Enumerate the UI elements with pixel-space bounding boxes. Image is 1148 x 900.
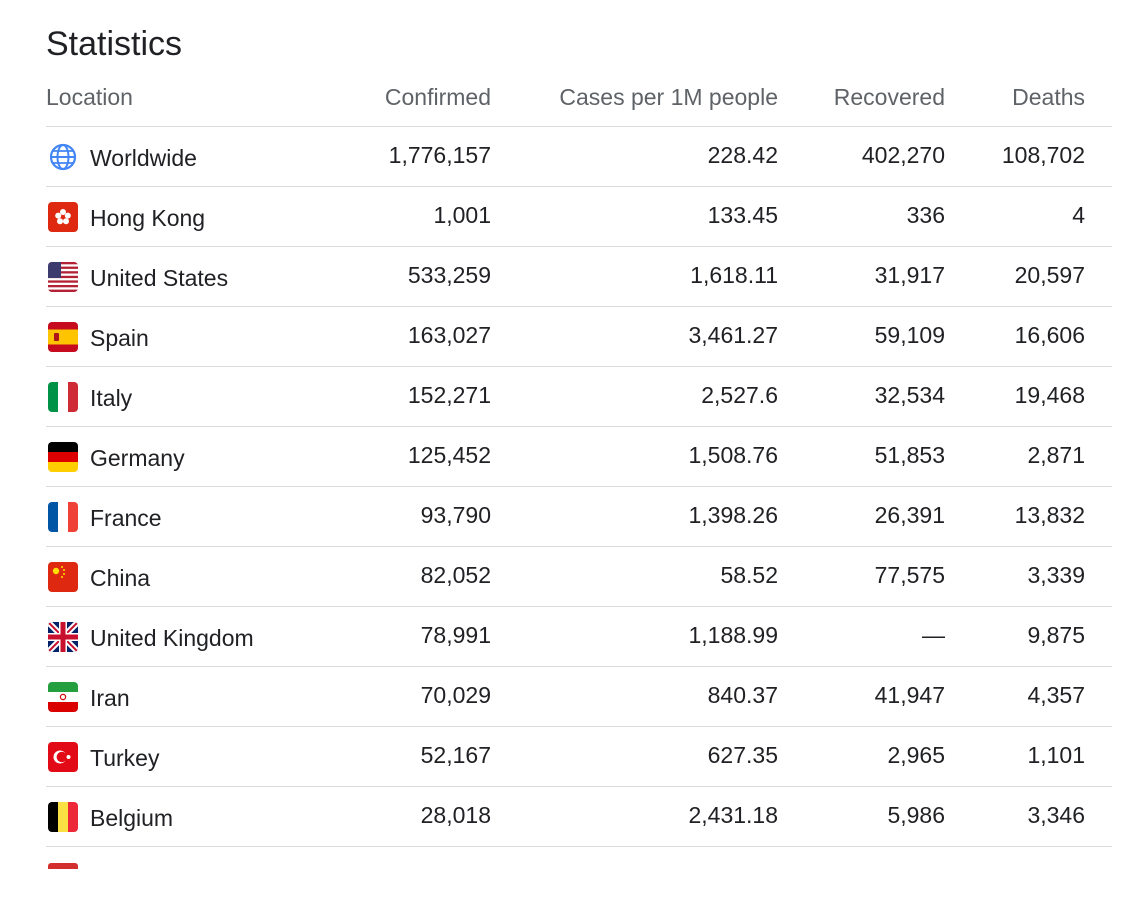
cases-per-1m-value: 2,527.6 xyxy=(701,382,778,408)
table-row-france[interactable]: France 93,790 1,398.26 26,391 13,832 xyxy=(46,487,1112,547)
column-header-location[interactable]: Location xyxy=(46,84,133,110)
column-header-deaths[interactable]: Deaths xyxy=(1012,84,1085,110)
united-kingdom-flag-icon xyxy=(48,622,78,652)
deaths-value: 2,871 xyxy=(1027,442,1085,468)
deaths-value: 1,101 xyxy=(1027,742,1085,768)
confirmed-value: 163,027 xyxy=(407,322,491,348)
location-name: France xyxy=(90,505,162,531)
cases-per-1m-value: 2,431.18 xyxy=(688,802,778,828)
table-row-china[interactable]: China 82,052 58.52 77,575 3,339 xyxy=(46,547,1112,607)
partial-flag-icon xyxy=(48,863,78,869)
table-row-italy[interactable]: Italy 152,271 2,527.6 32,534 19,468 xyxy=(46,367,1112,427)
recovered-value: 402,270 xyxy=(861,142,945,168)
cases-per-1m-value: 3,461.27 xyxy=(688,322,778,348)
table-row-spain[interactable]: Spain 163,027 3,461.27 59,109 16,606 xyxy=(46,307,1112,367)
cases-per-1m-value: 58.52 xyxy=(720,562,778,588)
cases-per-1m-value: 133.45 xyxy=(707,202,778,228)
recovered-value: 32,534 xyxy=(874,382,945,408)
france-flag-icon xyxy=(48,502,78,532)
recovered-value: 2,965 xyxy=(887,742,945,768)
confirmed-value: 1,001 xyxy=(433,202,491,228)
page-title: Statistics xyxy=(46,25,183,63)
location-name: United States xyxy=(90,265,229,291)
confirmed-value: 70,029 xyxy=(420,682,491,708)
location-name: China xyxy=(90,565,151,591)
iran-flag-icon xyxy=(48,682,78,712)
recovered-value: 26,391 xyxy=(874,502,945,528)
location-name: Italy xyxy=(90,385,133,411)
recovered-value: 59,109 xyxy=(874,322,945,348)
recovered-value: 336 xyxy=(906,202,945,228)
column-header-cases-per-1m[interactable]: Cases per 1M people xyxy=(559,84,778,110)
cases-per-1m-value: 228.42 xyxy=(707,142,778,168)
location-name: Worldwide xyxy=(90,145,197,171)
location-name: Turkey xyxy=(90,745,160,771)
cases-per-1m-value: 1,398.26 xyxy=(688,502,778,528)
location-name: Spain xyxy=(90,325,149,351)
table-header: Location Confirmed Cases per 1M people R… xyxy=(46,80,1112,127)
confirmed-value: 78,991 xyxy=(420,622,491,648)
cases-per-1m-value: 840.37 xyxy=(707,682,778,708)
table-row-worldwide[interactable]: Worldwide 1,776,157 228.42 402,270 108,7… xyxy=(46,127,1112,187)
recovered-value: 77,575 xyxy=(874,562,945,588)
confirmed-value: 52,167 xyxy=(420,742,491,768)
confirmed-value: 152,271 xyxy=(407,382,491,408)
germany-flag-icon xyxy=(48,442,78,472)
statistics-table: Worldwide 1,776,157 228.42 402,270 108,7… xyxy=(46,127,1112,847)
location-name: Hong Kong xyxy=(90,205,206,231)
recovered-value: 5,986 xyxy=(887,802,945,828)
table-row-belgium[interactable]: Belgium 28,018 2,431.18 5,986 3,346 xyxy=(46,787,1112,847)
recovered-value: 51,853 xyxy=(874,442,945,468)
location-name: Germany xyxy=(90,445,185,471)
table-row-turkey[interactable]: Turkey 52,167 627.35 2,965 1,101 xyxy=(46,727,1112,787)
confirmed-value: 1,776,157 xyxy=(388,142,491,168)
cases-per-1m-value: 627.35 xyxy=(707,742,778,768)
deaths-value: 4,357 xyxy=(1027,682,1085,708)
table-row-germany[interactable]: Germany 125,452 1,508.76 51,853 2,871 xyxy=(46,427,1112,487)
cases-per-1m-value: 1,508.76 xyxy=(688,442,778,468)
table-row-hong-kong[interactable]: Hong Kong 1,001 133.45 336 4 xyxy=(46,187,1112,247)
confirmed-value: 93,790 xyxy=(420,502,491,528)
deaths-value: 16,606 xyxy=(1014,322,1085,348)
location-name: Belgium xyxy=(90,805,174,831)
hong-kong-flag-icon xyxy=(48,202,78,232)
table-row-united-states[interactable]: United States 533,259 1,618.11 31,917 20… xyxy=(46,247,1112,307)
table-row-iran[interactable]: Iran 70,029 840.37 41,947 4,357 xyxy=(46,667,1112,727)
recovered-value: 31,917 xyxy=(874,262,945,288)
recovered-value: — xyxy=(922,622,945,648)
deaths-value: 3,339 xyxy=(1027,562,1085,588)
china-flag-icon xyxy=(48,562,78,592)
cases-per-1m-value: 1,188.99 xyxy=(688,622,778,648)
belgium-flag-icon xyxy=(48,802,78,832)
globe-icon xyxy=(48,142,78,172)
location-name: Iran xyxy=(90,685,130,711)
deaths-value: 20,597 xyxy=(1014,262,1085,288)
turkey-flag-icon xyxy=(48,742,78,772)
united-states-flag-icon xyxy=(48,262,78,292)
confirmed-value: 28,018 xyxy=(420,802,491,828)
deaths-value: 3,346 xyxy=(1027,802,1085,828)
confirmed-value: 82,052 xyxy=(420,562,491,588)
deaths-value: 4 xyxy=(1072,202,1085,228)
table-row-united-kingdom[interactable]: United Kingdom 78,991 1,188.99 — 9,875 xyxy=(46,607,1112,667)
column-header-confirmed[interactable]: Confirmed xyxy=(384,84,491,110)
recovered-value: 41,947 xyxy=(874,682,945,708)
deaths-value: 13,832 xyxy=(1014,502,1085,528)
deaths-value: 108,702 xyxy=(1001,142,1085,168)
confirmed-value: 125,452 xyxy=(407,442,491,468)
location-name: United Kingdom xyxy=(90,625,254,651)
column-header-recovered[interactable]: Recovered xyxy=(833,84,945,110)
italy-flag-icon xyxy=(48,382,78,412)
deaths-value: 9,875 xyxy=(1027,622,1085,648)
deaths-value: 19,468 xyxy=(1014,382,1085,408)
confirmed-value: 533,259 xyxy=(407,262,491,288)
cases-per-1m-value: 1,618.11 xyxy=(690,262,778,288)
spain-flag-icon xyxy=(48,322,78,352)
